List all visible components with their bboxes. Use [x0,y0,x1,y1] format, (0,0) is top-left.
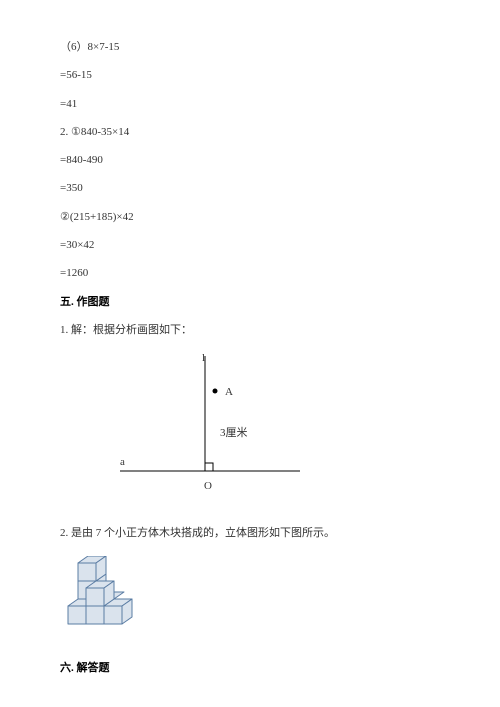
calc-line-5: =840-490 [60,153,440,167]
section5-q1: 1. 解：根据分析画图如下： [60,323,440,337]
label-3cm: 3厘米 [220,426,248,439]
calc-line-2: =56-15 [60,68,440,82]
label-l: l [202,352,205,364]
label-a: a [120,456,125,468]
calc-line-7: ②(215+185)×42 [60,210,440,224]
section6-title: 六. 解答题 [60,661,440,675]
calc-line-4: 2. ①840-35×14 [60,125,440,139]
label-O: O [204,480,212,492]
geometry-diagram: l A 3厘米 a O [110,351,440,506]
section5-title: 五. 作图题 [60,295,440,309]
section5-q2: 2. 是由 7 个小正方体木块搭成的，立体图形如下图所示。 [60,526,440,540]
calc-line-1: （6）8×7-15 [60,40,440,54]
label-A: A [225,386,233,398]
calc-line-9: =1260 [60,266,440,280]
calc-line-6: =350 [60,181,440,195]
cube-diagram [60,556,440,636]
calc-line-8: =30×42 [60,238,440,252]
calc-line-3: =41 [60,97,440,111]
